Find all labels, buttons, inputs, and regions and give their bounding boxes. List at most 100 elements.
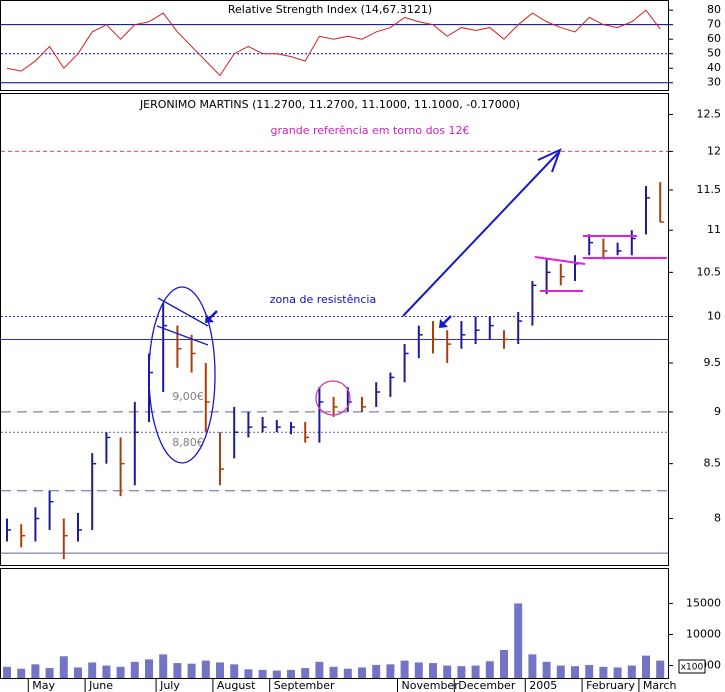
- x-tick-label: June: [88, 679, 113, 692]
- annotation: 9,00€: [172, 390, 204, 403]
- volume-bar: [187, 663, 196, 678]
- volume-bar: [429, 663, 437, 678]
- x-tick-label: May: [32, 679, 55, 692]
- y-tick-label: 10000: [686, 627, 721, 640]
- volume-bar: [414, 662, 423, 678]
- drawing-annotations: [148, 148, 667, 464]
- x-tick-label: February: [586, 679, 635, 692]
- y-tick-label: 12: [707, 144, 721, 157]
- volume-bar: [45, 668, 54, 678]
- volume-bar: [230, 664, 239, 678]
- flag-line: [156, 325, 209, 346]
- volume-bar: [17, 668, 26, 678]
- volume-bar: [59, 656, 68, 678]
- volume-bar: [514, 603, 523, 678]
- y-tick-label: 8: [714, 512, 721, 525]
- volume-bar: [485, 661, 494, 678]
- volume-bar: [542, 661, 551, 678]
- volume-bar: [358, 667, 366, 678]
- rsi-line: [6, 9, 661, 77]
- base-circle: [315, 380, 351, 416]
- y-tick-label: 9.5: [704, 356, 722, 369]
- rsi-title: Relative Strength Index (14,67.3121): [228, 3, 432, 16]
- volume-bar: [272, 670, 281, 678]
- pattern-line: [534, 256, 586, 265]
- volume-bar: [656, 660, 665, 678]
- volume-bar: [301, 668, 310, 678]
- target-arrow: [402, 152, 559, 317]
- volume-bar: [642, 655, 650, 678]
- y-tick-label: 10: [707, 310, 721, 323]
- volume-bar: [457, 666, 466, 678]
- volume-bar: [159, 654, 168, 678]
- unit-box: [678, 659, 706, 674]
- volume-bar: [287, 669, 295, 678]
- y-tick-label: 11: [707, 223, 721, 236]
- volume-bar: [627, 665, 636, 678]
- y-tick-label: 30: [707, 76, 721, 89]
- volume-bar: [443, 665, 452, 678]
- flag-line: [157, 297, 209, 327]
- volume-bar: [31, 664, 40, 678]
- pointer-arrow-head: [439, 319, 448, 328]
- price-title: JERONIMO MARTINS (11.2700, 11.2700, 11.1…: [139, 98, 520, 111]
- volume-bar: [102, 665, 111, 678]
- volume-bar: [372, 664, 381, 678]
- x-tick-label: July: [159, 679, 180, 692]
- volume-bar: [556, 665, 565, 678]
- volume-bar: [329, 666, 338, 678]
- volume-bar: [201, 660, 210, 678]
- y-tick-label: 40: [707, 61, 721, 74]
- rsi-frame: [0, 0, 669, 91]
- volume-bar: [500, 650, 508, 678]
- volume-bar: [571, 666, 579, 678]
- x-tick-label: 2005: [529, 679, 557, 692]
- pointer-arrow-head: [205, 314, 214, 323]
- flag-ellipse: [148, 286, 216, 464]
- volume-bar: [216, 662, 224, 678]
- y-tick-label: 70: [707, 18, 721, 31]
- volume-bar: [599, 666, 608, 678]
- y-tick-label: 12.5: [697, 107, 722, 120]
- volume-bar: [315, 661, 324, 678]
- y-tick-label: 15000: [686, 596, 721, 609]
- y-tick-label: 80: [707, 3, 721, 16]
- annotation: grande referência em torno dos 12€: [271, 124, 470, 137]
- volume-bar: [343, 668, 352, 678]
- x-tick-label: August: [217, 679, 256, 692]
- annotation: 8,80€: [172, 436, 204, 449]
- volume-bar: [258, 669, 267, 678]
- y-tick-label: 9: [714, 405, 721, 418]
- price-frame: [0, 93, 669, 566]
- volume-bar: [74, 667, 82, 678]
- x-tick-label: September: [274, 679, 335, 692]
- volume-bar: [244, 669, 253, 678]
- y-tick-label: 8.5: [704, 457, 722, 470]
- volume-bar: [400, 660, 409, 678]
- volume-bar: [116, 666, 125, 678]
- volume-bar: [145, 659, 153, 678]
- frames: [0, 0, 669, 679]
- volume-bar: [585, 664, 594, 678]
- volume-bar: [613, 667, 622, 678]
- y-tick-label: 50: [707, 47, 721, 60]
- volume-bar: [130, 661, 139, 678]
- y-tick-label: 11.5: [697, 183, 722, 196]
- volume-bar: [3, 666, 11, 678]
- volume-bar: [88, 662, 97, 678]
- volume-bar: [173, 663, 182, 678]
- x-tick-label: March: [643, 679, 677, 692]
- y-tick-label: 60: [707, 32, 721, 45]
- annotation: zona de resistência: [270, 293, 376, 306]
- target-arrow-head: [537, 148, 562, 173]
- x-tick-label: November: [402, 679, 460, 692]
- volume-frame: [0, 568, 669, 679]
- y-tick-label: 10.5: [697, 265, 722, 278]
- volume-unit: x100: [681, 663, 704, 673]
- volume-bar: [471, 665, 480, 678]
- volume-bar: [528, 654, 537, 678]
- x-tick-label: December: [458, 679, 516, 692]
- volume-bar: [386, 664, 395, 678]
